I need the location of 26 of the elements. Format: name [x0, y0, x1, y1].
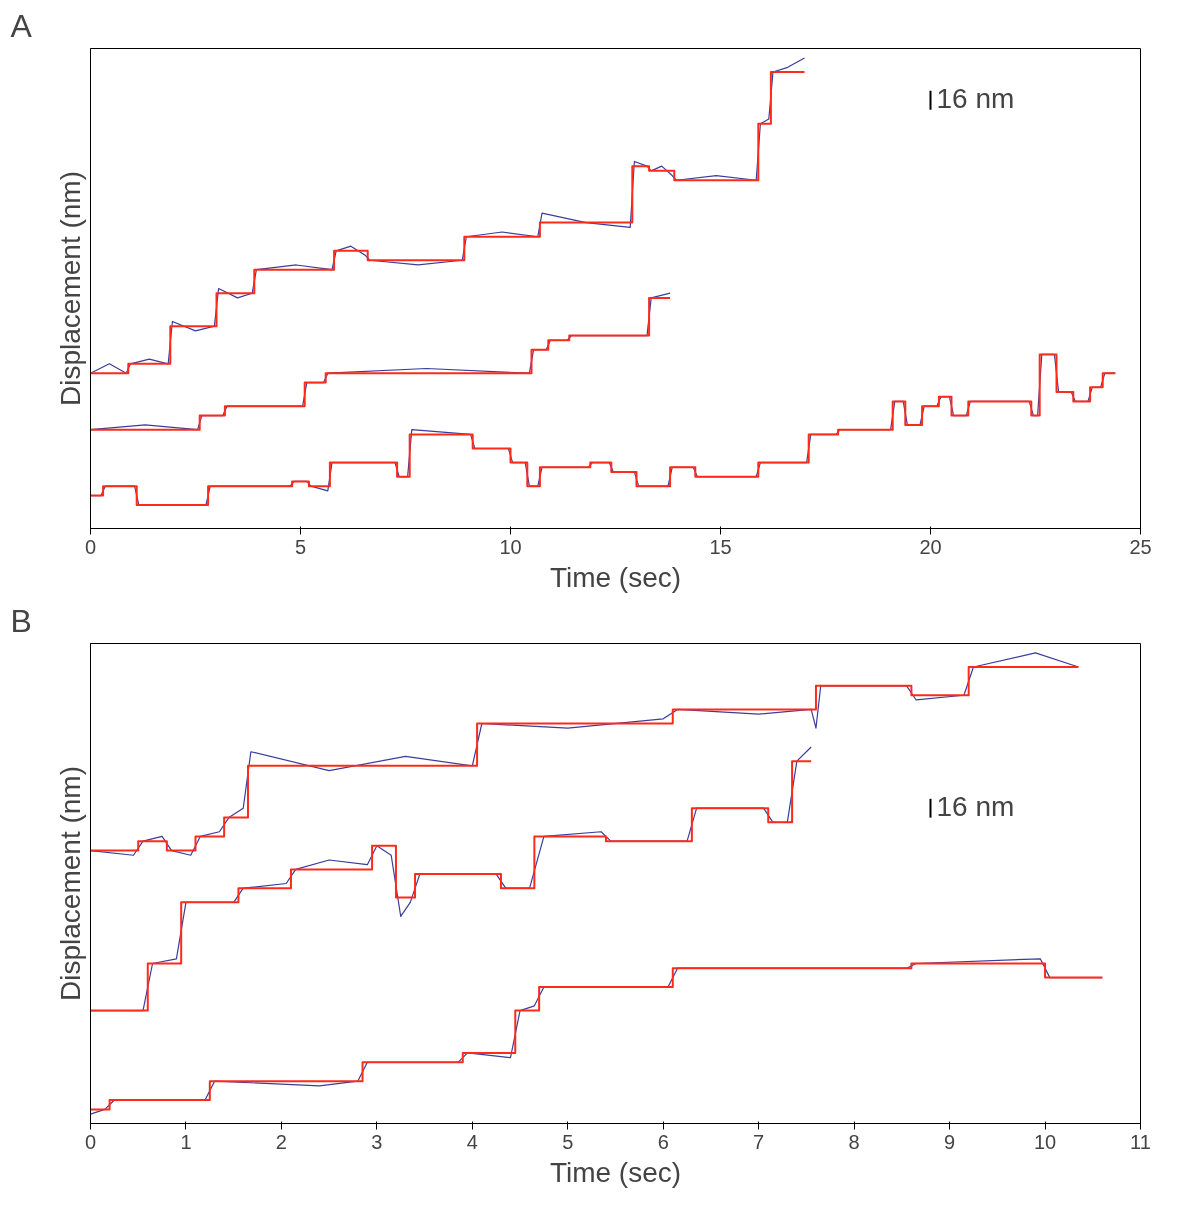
x-tick-label: 15: [709, 535, 732, 558]
x-tick-label: 10: [499, 535, 522, 558]
x-tick-label: 20: [919, 535, 942, 558]
x-axis-title: Time (sec): [549, 561, 682, 593]
annotation: 16 nm: [936, 83, 1015, 115]
y-axis-title: Displacement (nm): [54, 766, 86, 1001]
x-tick-label: 3: [371, 1130, 383, 1153]
x-tick-label: 0: [84, 535, 97, 558]
x-tick-label: 9: [944, 1130, 956, 1153]
x-tick-label: 25: [1129, 535, 1152, 558]
y-axis-title: Displacement (nm): [54, 171, 86, 406]
x-tick-label: 11: [1130, 1130, 1151, 1153]
x-tick-label: 6: [657, 1130, 669, 1153]
annotation: 16 nm: [936, 791, 1015, 823]
x-axis-title: Time (sec): [549, 1156, 682, 1188]
chart-title: A: [10, 7, 33, 44]
x-tick-label: 4: [466, 1130, 478, 1153]
x-tick-label: 2: [275, 1130, 287, 1153]
x-tick-label: 5: [562, 1130, 574, 1153]
x-tick-label: 0: [84, 1130, 97, 1153]
x-tick-label: 10: [1033, 1130, 1057, 1153]
x-tick-label: 7: [753, 1130, 765, 1153]
x-tick-label: 5: [294, 535, 307, 558]
x-tick-label: 8: [848, 1130, 860, 1153]
chart-title: B: [10, 602, 32, 639]
x-tick-label: 1: [180, 1130, 192, 1153]
